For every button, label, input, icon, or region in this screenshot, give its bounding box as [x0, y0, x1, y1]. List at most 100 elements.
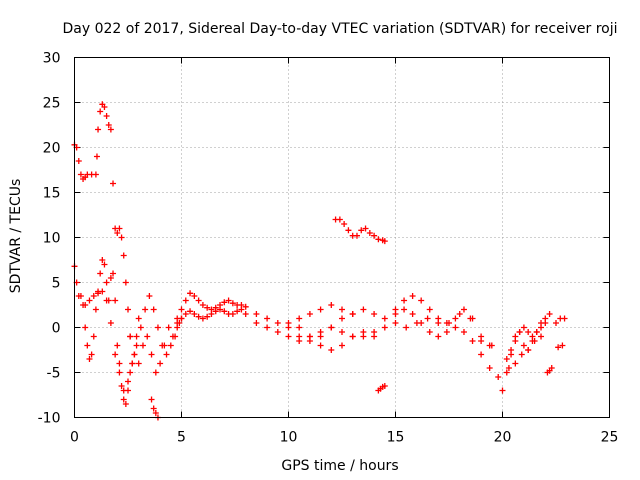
- data-point: [90, 333, 97, 340]
- series-arc-isolated-low: [148, 396, 161, 421]
- data-point: [221, 299, 228, 306]
- data-point: [103, 297, 110, 304]
- data-point: [120, 252, 127, 259]
- data-point: [518, 351, 525, 358]
- series-arc-evening-a: [392, 293, 502, 380]
- data-point: [546, 311, 553, 317]
- data-point: [328, 347, 335, 353]
- data-point: [137, 324, 144, 331]
- x-tick-label: 5: [177, 430, 186, 446]
- y-tick-label: 5: [52, 276, 61, 292]
- data-point: [129, 360, 136, 367]
- data-point: [86, 297, 93, 304]
- y-tick-label: -10: [38, 411, 61, 427]
- data-point: [118, 234, 125, 241]
- data-point: [424, 315, 431, 322]
- data-point: [548, 365, 555, 371]
- data-point: [371, 333, 378, 340]
- data-point: [122, 279, 129, 286]
- data-point: [264, 324, 271, 331]
- data-point: [97, 108, 104, 115]
- data-point: [296, 315, 303, 322]
- data-point: [82, 324, 89, 331]
- data-point: [77, 171, 84, 178]
- data-point: [403, 324, 410, 331]
- data-point: [538, 324, 545, 331]
- x-tick-label: 10: [280, 430, 298, 446]
- data-point: [456, 311, 463, 317]
- data-point: [95, 126, 102, 133]
- data-point: [253, 320, 260, 326]
- data-point: [105, 122, 112, 128]
- data-point: [148, 351, 155, 358]
- data-point: [75, 158, 82, 164]
- data-point: [559, 342, 566, 349]
- y-tick-label: 20: [43, 141, 61, 157]
- data-point: [127, 369, 134, 376]
- data-point: [264, 315, 271, 322]
- data-point: [381, 238, 388, 245]
- data-point: [82, 302, 89, 308]
- data-point: [285, 320, 292, 326]
- data-point: [199, 315, 206, 322]
- data-point: [353, 232, 360, 239]
- data-point: [116, 225, 123, 232]
- data-point: [107, 126, 114, 133]
- data-point: [538, 333, 545, 340]
- data-point: [92, 171, 99, 178]
- series-arc-afternoon-a: [253, 306, 399, 344]
- data-point: [86, 356, 93, 362]
- data-point: [182, 297, 189, 304]
- series-arc-late-tail: [544, 365, 555, 376]
- data-point: [306, 333, 313, 340]
- data-point: [169, 333, 176, 340]
- data-point: [101, 261, 108, 268]
- series-arc-afternoon-b: [253, 320, 388, 344]
- data-point: [103, 279, 110, 286]
- data-point: [92, 306, 99, 313]
- plot-frame: [74, 57, 610, 418]
- data-point: [553, 320, 559, 326]
- data-point: [339, 342, 345, 349]
- data-point: [146, 293, 153, 299]
- data-point: [221, 308, 228, 315]
- data-points: [71, 101, 568, 421]
- data-point: [99, 257, 106, 263]
- x-tick-label: 20: [494, 430, 512, 446]
- data-point: [542, 320, 549, 326]
- data-point: [127, 333, 134, 340]
- data-point: [107, 320, 114, 326]
- data-point: [122, 401, 129, 407]
- data-point: [191, 311, 198, 317]
- data-point: [401, 297, 408, 304]
- data-point: [110, 180, 117, 187]
- y-tick-label: -5: [47, 366, 61, 382]
- data-point: [375, 236, 382, 243]
- data-point: [512, 360, 519, 367]
- data-point: [242, 303, 249, 310]
- data-point: [274, 329, 281, 335]
- data-point: [452, 324, 459, 331]
- data-point: [133, 342, 140, 349]
- data-point: [296, 338, 303, 344]
- data-point: [142, 306, 149, 313]
- data-point: [114, 230, 121, 236]
- data-point: [418, 297, 425, 304]
- data-point: [90, 293, 97, 299]
- chart-title: Day 022 of 2017, Sidereal Day-to-day VTE…: [62, 21, 617, 37]
- data-point: [204, 313, 211, 320]
- data-point: [486, 365, 493, 371]
- data-point: [516, 329, 523, 335]
- data-point: [381, 324, 388, 331]
- data-point: [199, 302, 206, 308]
- data-point: [381, 383, 388, 389]
- data-point: [478, 351, 485, 358]
- data-point: [533, 329, 540, 335]
- data-point: [208, 311, 215, 317]
- x-axis-label: GPS time / hours: [281, 458, 398, 474]
- data-point: [204, 304, 211, 311]
- data-point: [118, 383, 125, 389]
- y-tick-label: 25: [43, 96, 61, 112]
- data-point: [174, 320, 181, 326]
